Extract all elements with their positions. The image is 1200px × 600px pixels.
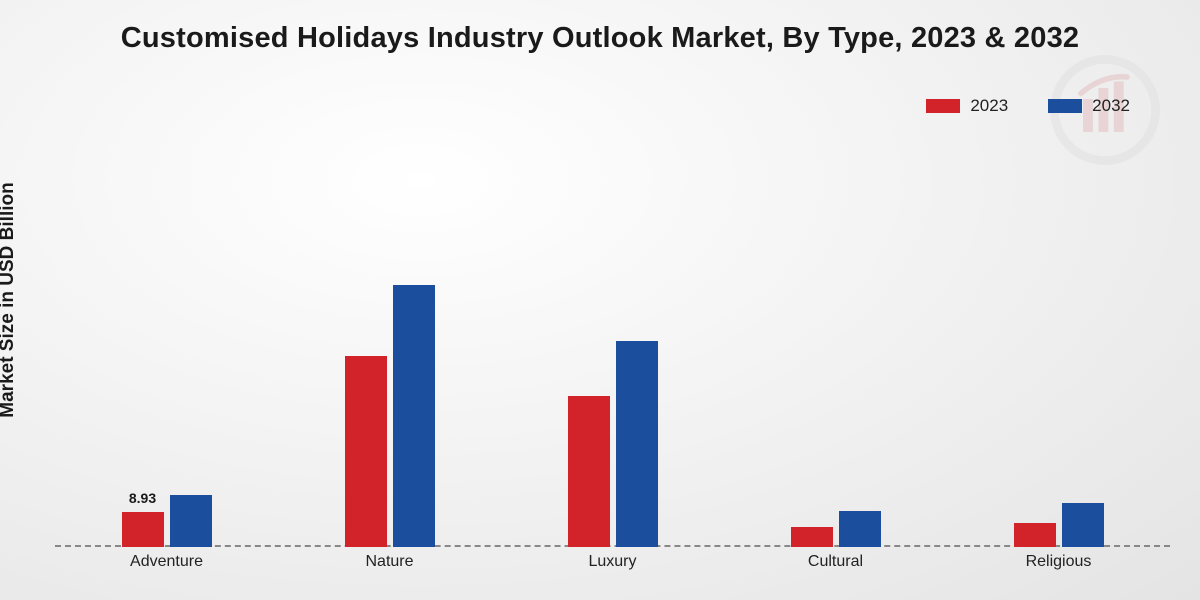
group-luxury: Luxury xyxy=(501,341,724,547)
category-label: Nature xyxy=(365,553,413,571)
group-religious: Religious xyxy=(947,503,1170,547)
bar-groups: 8.93AdventureNatureLuxuryCulturalReligio… xyxy=(55,150,1170,547)
legend-swatch-2032 xyxy=(1048,99,1082,113)
bar-2032 xyxy=(839,511,881,547)
bars xyxy=(345,285,435,547)
legend-swatch-2023 xyxy=(926,99,960,113)
bar-2023: 8.93 xyxy=(122,512,164,547)
bars xyxy=(568,341,658,547)
bars xyxy=(1014,503,1104,547)
bar-2032 xyxy=(393,285,435,547)
bars: 8.93 xyxy=(122,495,212,547)
plot-area: 8.93AdventureNatureLuxuryCulturalReligio… xyxy=(55,150,1170,575)
y-axis-label: Market Size in USD Billion xyxy=(0,182,19,417)
bar-2032 xyxy=(170,495,212,547)
category-label: Luxury xyxy=(588,553,636,571)
value-label: 8.93 xyxy=(129,490,156,506)
group-cultural: Cultural xyxy=(724,511,947,547)
bar-2023 xyxy=(1014,523,1056,547)
bar-2023 xyxy=(568,396,610,547)
group-nature: Nature xyxy=(278,285,501,547)
legend-label-2032: 2032 xyxy=(1092,96,1130,116)
legend-label-2023: 2023 xyxy=(970,96,1008,116)
category-label: Religious xyxy=(1026,553,1092,571)
category-label: Adventure xyxy=(130,553,203,571)
legend: 2023 2032 xyxy=(926,96,1130,116)
group-adventure: 8.93Adventure xyxy=(55,495,278,547)
bars xyxy=(791,511,881,547)
category-label: Cultural xyxy=(808,553,863,571)
bar-2023 xyxy=(791,527,833,547)
bar-2023 xyxy=(345,356,387,547)
legend-item-2023: 2023 xyxy=(926,96,1008,116)
bar-2032 xyxy=(1062,503,1104,547)
bar-2032 xyxy=(616,341,658,547)
chart-title: Customised Holidays Industry Outlook Mar… xyxy=(0,22,1200,55)
legend-item-2032: 2032 xyxy=(1048,96,1130,116)
